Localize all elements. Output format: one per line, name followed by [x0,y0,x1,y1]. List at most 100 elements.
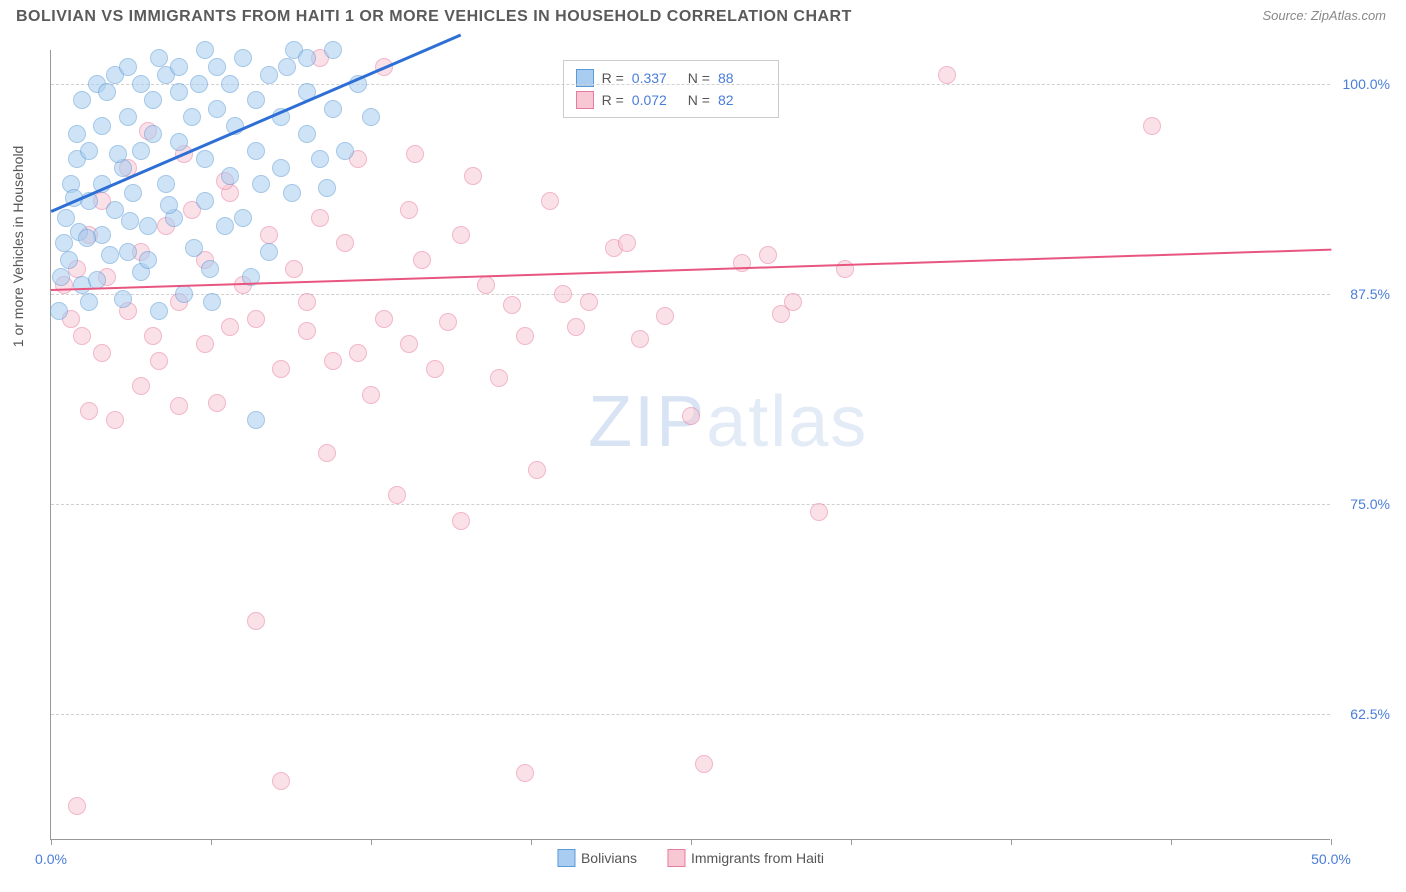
data-point [73,91,91,109]
data-point [554,285,572,303]
data-point [139,217,157,235]
data-point [733,254,751,272]
data-point [221,167,239,185]
data-point [247,142,265,160]
gridline-h [51,504,1330,505]
data-point [362,386,380,404]
stats-legend-row: R = 0.072N = 82 [576,89,766,111]
data-point [208,58,226,76]
data-point [336,234,354,252]
data-point [93,344,111,362]
data-point [175,285,193,303]
data-point [93,226,111,244]
data-point [68,125,86,143]
data-point [324,352,342,370]
data-point [784,293,802,311]
x-tick [1171,839,1172,845]
x-tick [1331,839,1332,845]
data-point [52,268,70,286]
data-point [98,83,116,101]
data-point [272,772,290,790]
data-point [375,310,393,328]
data-point [938,66,956,84]
chart-title: BOLIVIAN VS IMMIGRANTS FROM HAITI 1 OR M… [16,8,852,26]
data-point [528,461,546,479]
data-point [144,91,162,109]
y-tick-label: 75.0% [1335,496,1390,512]
data-point [272,159,290,177]
data-point [170,58,188,76]
data-point [80,293,98,311]
data-point [695,755,713,773]
n-value: 82 [718,92,766,108]
x-tick [851,839,852,845]
data-point [93,117,111,135]
data-point [114,290,132,308]
data-point [298,125,316,143]
data-point [170,83,188,101]
data-point [631,330,649,348]
x-tick [211,839,212,845]
gridline-h [51,714,1330,715]
data-point [73,327,91,345]
legend-swatch [557,849,575,867]
data-point [426,360,444,378]
r-value: 0.072 [632,92,680,108]
data-point [362,108,380,126]
data-point [150,352,168,370]
data-point [221,75,239,93]
legend-label: Bolivians [581,850,637,866]
data-point [388,486,406,504]
data-point [157,175,175,193]
gridline-h [51,84,1330,85]
data-point [298,49,316,67]
data-point [247,612,265,630]
data-point [324,100,342,118]
y-tick-label: 100.0% [1335,76,1390,92]
data-point [183,108,201,126]
x-tick [51,839,52,845]
data-point [101,246,119,264]
data-point [80,142,98,160]
data-point [109,145,127,163]
data-point [170,397,188,415]
data-point [170,133,188,151]
plot-area: ZIPatlas R = 0.337N = 88R = 0.072N = 82 … [50,50,1330,840]
legend-label: Immigrants from Haiti [691,850,824,866]
data-point [150,302,168,320]
data-point [196,150,214,168]
y-tick-label: 87.5% [1335,286,1390,302]
trend-line [51,248,1331,290]
data-point [452,226,470,244]
data-point [247,91,265,109]
data-point [160,196,178,214]
data-point [400,201,418,219]
data-point [144,327,162,345]
data-point [318,179,336,197]
data-point [144,125,162,143]
bottom-legend: Bolivians Immigrants from Haiti [557,849,824,867]
data-point [413,251,431,269]
data-point [124,184,142,202]
x-tick [371,839,372,845]
data-point [221,318,239,336]
data-point [196,335,214,353]
data-point [106,201,124,219]
data-point [119,108,137,126]
data-point [119,58,137,76]
data-point [132,75,150,93]
data-point [106,411,124,429]
data-point [298,293,316,311]
data-point [203,293,221,311]
data-point [810,503,828,521]
data-point [247,411,265,429]
data-point [132,377,150,395]
data-point [836,260,854,278]
data-point [682,407,700,425]
stats-legend: R = 0.337N = 88R = 0.072N = 82 [563,60,779,118]
data-point [318,444,336,462]
data-point [477,276,495,294]
data-point [283,184,301,202]
data-point [234,209,252,227]
data-point [503,296,521,314]
